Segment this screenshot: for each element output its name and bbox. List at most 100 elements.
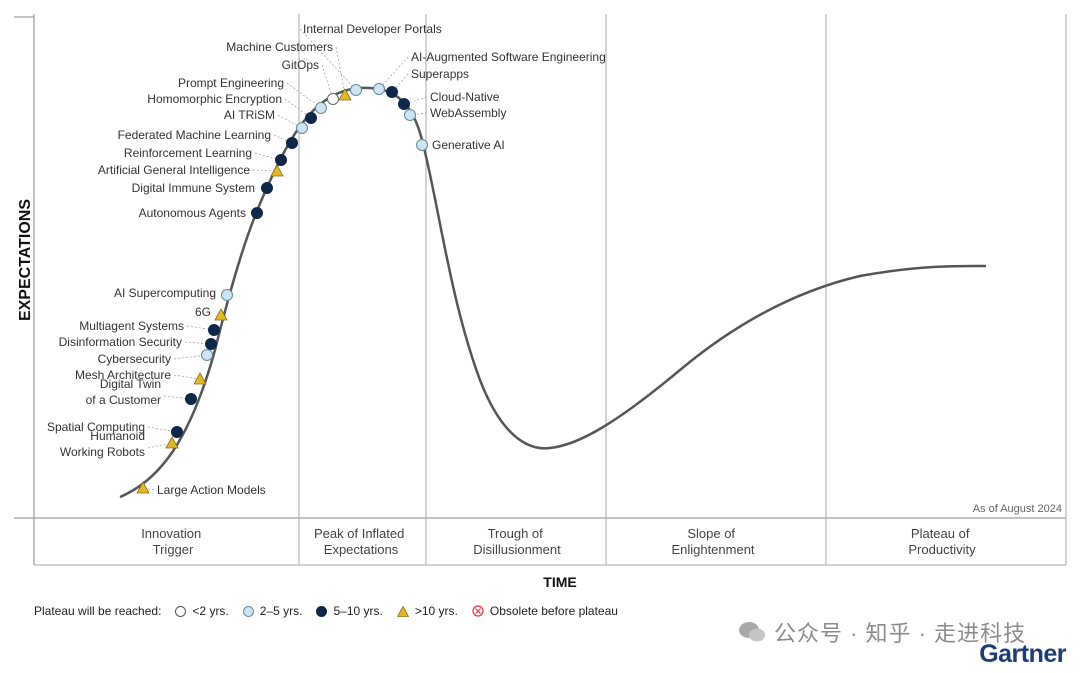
legend-obsolete-x-circle-icon bbox=[472, 605, 484, 617]
legend-label-obsolete: Obsolete before plateau bbox=[489, 604, 618, 618]
label-homomorphic-encryption: Homomorphic Encryption bbox=[147, 92, 282, 106]
label-federated-machine-learning: Federated Machine Learning bbox=[118, 128, 271, 142]
label-mesh-architecture: Mesh Architecture bbox=[75, 368, 171, 382]
label-autonomous-agents: Autonomous Agents bbox=[139, 206, 246, 220]
marker-cloud-native bbox=[398, 98, 410, 110]
leader-artificial-general-intelligence bbox=[252, 169, 278, 172]
marker-prompt-engineering bbox=[315, 102, 327, 114]
as-of-note: As of August 2024 bbox=[973, 503, 1062, 515]
leader-ai-augmented-software-engineering bbox=[378, 56, 409, 90]
technology-labels: Large Action Models Humanoid Working Robot… bbox=[47, 22, 606, 497]
phase-label-plateau: Plateau of Productivity bbox=[908, 526, 976, 557]
phase-4-line2: Enlightenment bbox=[671, 542, 754, 557]
phase-2-line1: Peak of Inflated bbox=[314, 526, 404, 541]
legend-item-obsolete: Obsolete before plateau bbox=[472, 604, 618, 618]
phase-label-trough: Trough of Disillusionment bbox=[473, 526, 561, 557]
label-digital-twin-of-a-customer-line2: of a Customer bbox=[86, 393, 161, 407]
label-digital-immune-system: Digital Immune System bbox=[132, 181, 255, 195]
label-6g: 6G bbox=[195, 305, 211, 319]
label-artificial-general-intelligence: Artificial General Intelligence bbox=[98, 163, 250, 177]
marker-machine-customers bbox=[338, 88, 352, 101]
legend-white-circle-icon bbox=[175, 605, 187, 617]
marker-disinformation-security bbox=[205, 338, 217, 350]
phase-1-line1: Innovation bbox=[141, 526, 201, 541]
label-cybersecurity: Cybersecurity bbox=[98, 352, 171, 366]
marker-ai-trism bbox=[296, 122, 308, 134]
label-cloud-native: Cloud-Native bbox=[430, 90, 500, 104]
wechat-icon bbox=[739, 622, 765, 642]
y-axis-title: EXPECTATIONS bbox=[17, 199, 34, 321]
label-disinformation-security: Disinformation Security bbox=[59, 335, 182, 349]
leader-ai-trism bbox=[277, 114, 303, 129]
legend-label-2to5: 2–5 yrs. bbox=[259, 604, 303, 618]
marker-reinforcement-learning bbox=[275, 154, 287, 166]
legend-item-lt2: <2 yrs. bbox=[175, 604, 229, 618]
marker-cybersecurity bbox=[201, 349, 213, 361]
legend-label-5to10: 5–10 yrs. bbox=[333, 604, 383, 618]
marker-webassembly bbox=[404, 109, 416, 121]
label-internal-developer-portals: Internal Developer Portals bbox=[303, 22, 442, 36]
label-prompt-engineering: Prompt Engineering bbox=[178, 76, 284, 90]
gartner-logo: Gartner bbox=[979, 640, 1066, 668]
label-generative-ai: Generative AI bbox=[432, 138, 505, 152]
marker-homomorphic-encryption bbox=[305, 112, 317, 124]
marker-federated-machine-learning bbox=[286, 137, 298, 149]
marker-ai-supercomputing bbox=[221, 289, 233, 301]
legend-dark-blue-circle-icon bbox=[316, 605, 328, 617]
marker-multiagent-systems bbox=[208, 324, 220, 336]
phase-3-line1: Trough of bbox=[488, 526, 544, 541]
label-superapps: Superapps bbox=[411, 67, 469, 81]
legend-item-2to5: 2–5 yrs. bbox=[242, 604, 303, 618]
hype-curve bbox=[119, 86, 987, 499]
marker-6g bbox=[214, 308, 228, 321]
leader-multiagent-systems bbox=[186, 325, 215, 331]
label-humanoid-working-robots-line1: Humanoid bbox=[90, 429, 145, 443]
marker-ai-augmented-software-engineering bbox=[373, 83, 385, 95]
x-axis-title: TIME bbox=[543, 574, 576, 590]
leader-machine-customers bbox=[335, 46, 346, 96]
label-humanoid-working-robots: Humanoid Working Robots bbox=[60, 429, 145, 459]
leader-internal-developer-portals bbox=[299, 28, 357, 91]
legend-title: Plateau will be reached: bbox=[34, 604, 162, 618]
legend-yellow-triangle-icon bbox=[396, 605, 409, 617]
legend-item-gt10: >10 yrs. bbox=[396, 604, 458, 618]
label-large-action-models: Large Action Models bbox=[157, 483, 266, 497]
label-humanoid-working-robots-line2: Working Robots bbox=[60, 445, 145, 459]
marker-digital-twin-of-a-customer bbox=[185, 393, 197, 405]
phase-label-innovation-trigger: Innovation Trigger bbox=[141, 526, 205, 557]
hype-cycle-chart: EXPECTATIONS TIME As of August 2024 Inno… bbox=[14, 14, 1067, 590]
technology-markers bbox=[136, 83, 428, 494]
label-digital-twin-of-a-customer: Digital Twin of a Customer bbox=[86, 377, 161, 407]
label-ai-supercomputing: AI Supercomputing bbox=[114, 286, 216, 300]
phase-1-line2: Trigger bbox=[153, 542, 194, 557]
leader-cybersecurity bbox=[173, 354, 208, 360]
label-reinforcement-learning: Reinforcement Learning bbox=[124, 146, 252, 160]
leader-webassembly bbox=[409, 112, 428, 116]
marker-internal-developer-portals bbox=[350, 84, 362, 96]
marker-superapps bbox=[386, 86, 398, 98]
marker-artificial-general-intelligence bbox=[270, 164, 284, 177]
leader-digital-twin-of-a-customer bbox=[163, 395, 192, 400]
legend-label-gt10: >10 yrs. bbox=[414, 604, 458, 618]
phase-5-line2: Productivity bbox=[908, 542, 976, 557]
phase-3-line2: Disillusionment bbox=[473, 542, 561, 557]
marker-humanoid-working-robots bbox=[165, 436, 179, 449]
leader-prompt-engineering bbox=[286, 82, 322, 109]
marker-spatial-computing bbox=[171, 426, 183, 438]
watermark: 公众号 · 知乎 · 走进科技 bbox=[738, 616, 1026, 648]
legend-light-blue-circle-icon bbox=[242, 605, 254, 617]
label-digital-twin-of-a-customer-line1: Digital Twin bbox=[100, 377, 161, 391]
phase-4-line1: Slope of bbox=[687, 526, 735, 541]
legend-label-lt2: <2 yrs. bbox=[192, 604, 229, 618]
phase-label-peak: Peak of Inflated Expectations bbox=[314, 526, 408, 557]
label-machine-customers: Machine Customers bbox=[226, 40, 333, 54]
label-ai-augmented-software-engineering: AI-Augmented Software Engineering bbox=[411, 50, 606, 64]
phase-label-slope: Slope of Enlightenment bbox=[671, 526, 754, 557]
watermark-text: 公众号 · 知乎 · 走进科技 bbox=[774, 621, 1027, 646]
marker-autonomous-agents bbox=[251, 207, 263, 219]
marker-gitops bbox=[327, 93, 339, 105]
legend: Plateau will be reached: <2 yrs. 2–5 yrs… bbox=[34, 602, 618, 620]
marker-digital-immune-system bbox=[261, 182, 273, 194]
leader-reinforcement-learning bbox=[254, 152, 282, 161]
leader-mesh-architecture bbox=[173, 374, 201, 380]
